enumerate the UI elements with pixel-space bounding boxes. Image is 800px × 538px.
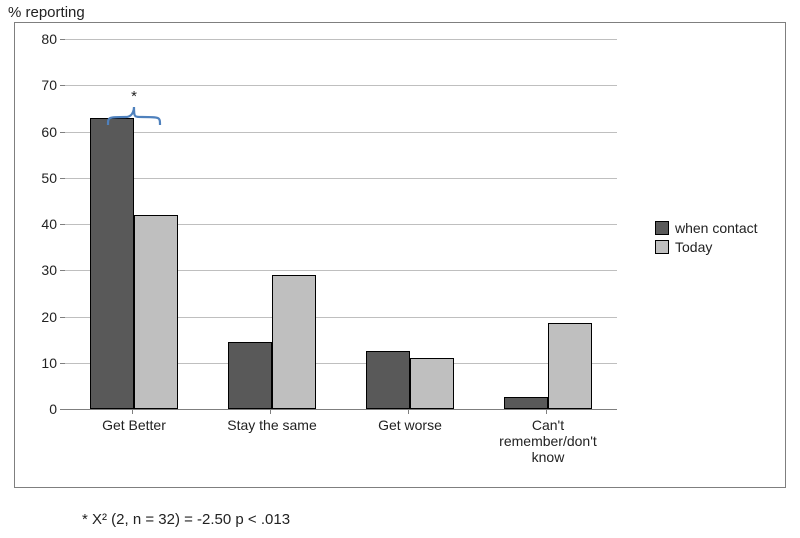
legend-label: when contact <box>675 220 758 236</box>
x-tick <box>546 409 547 414</box>
legend-swatch <box>655 221 669 235</box>
legend-item: when contact <box>655 220 758 236</box>
x-tick <box>132 409 133 414</box>
y-tick-label: 10 <box>25 355 57 371</box>
y-axis-title: % reporting <box>8 4 85 21</box>
bar <box>272 275 316 409</box>
y-tick <box>60 270 65 271</box>
gridline <box>60 85 617 86</box>
legend: when contact Today <box>655 217 758 258</box>
y-tick-label: 70 <box>25 77 57 93</box>
y-tick-label: 40 <box>25 216 57 232</box>
y-tick <box>60 317 65 318</box>
legend-swatch <box>655 240 669 254</box>
bar <box>366 351 410 409</box>
category-label: Get worse <box>344 417 476 433</box>
y-tick-label: 60 <box>25 124 57 140</box>
gridline <box>60 132 617 133</box>
bar <box>548 323 592 409</box>
footnote: * X² (2, n = 32) = -2.50 p < .013 <box>82 511 290 528</box>
chart-frame: 0 10 20 30 40 50 60 70 80 Get Better Stay the same… <box>14 22 786 488</box>
gridline <box>60 39 617 40</box>
category-label: Can't remember/don't know <box>482 417 614 465</box>
bar <box>410 358 454 409</box>
category-label: Get Better <box>68 417 200 433</box>
plot-area: 01020304050607080Get BetterStay the same… <box>65 39 617 409</box>
bar <box>90 118 134 409</box>
page: { "axis_label": "% reporting", "footnote… <box>0 0 800 538</box>
bar <box>134 215 178 409</box>
bar <box>228 342 272 409</box>
x-tick <box>270 409 271 414</box>
y-tick-label: 50 <box>25 170 57 186</box>
significance-brace <box>104 103 164 125</box>
y-tick-label: 20 <box>25 309 57 325</box>
y-tick <box>60 39 65 40</box>
y-tick <box>60 178 65 179</box>
legend-label: Today <box>675 239 712 255</box>
bar <box>504 397 548 409</box>
x-tick <box>408 409 409 414</box>
category-label: Stay the same <box>206 417 338 433</box>
y-tick <box>60 132 65 133</box>
y-tick-label: 0 <box>25 401 57 417</box>
y-tick-label: 30 <box>25 262 57 278</box>
legend-item: Today <box>655 239 758 255</box>
y-tick-label: 80 <box>25 31 57 47</box>
gridline <box>60 178 617 179</box>
y-tick <box>60 224 65 225</box>
y-tick <box>60 85 65 86</box>
y-tick <box>60 363 65 364</box>
x-axis <box>65 409 617 410</box>
significance-marker: * <box>104 88 164 125</box>
